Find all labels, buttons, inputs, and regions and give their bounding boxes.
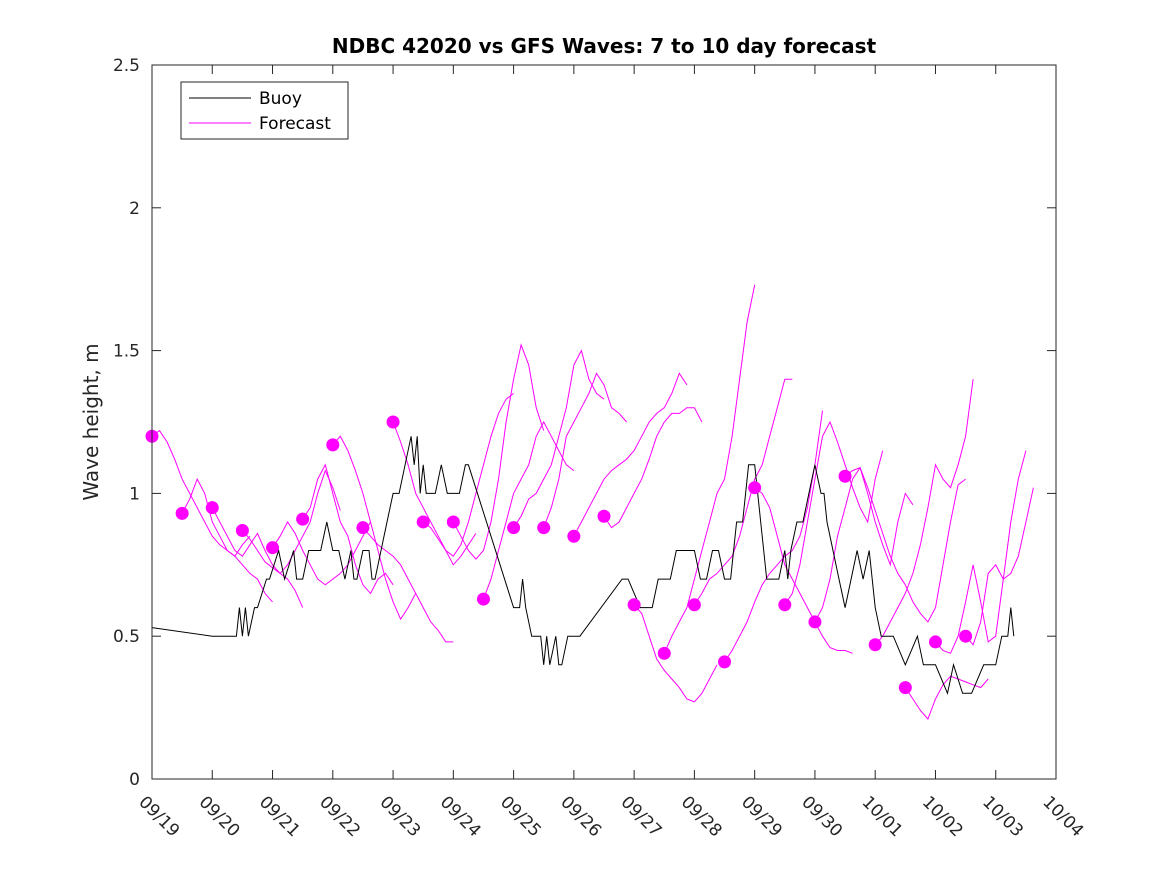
plot-frame [151,64,1057,780]
forecast-marker [266,541,280,555]
forecast-marker [235,524,249,538]
forecast-marker [928,635,942,649]
forecast-marker [808,615,822,629]
legend-forecast-label: Forecast [259,114,331,134]
forecast-line-10 [452,343,545,560]
forecast-marker [959,629,973,643]
forecast-line-12 [513,349,605,528]
forecast-line-9 [422,393,514,557]
forecast-marker [416,515,430,529]
forecast-line-27 [965,487,1034,646]
forecast-line-13 [543,372,627,528]
forecast-line-21 [784,420,884,606]
y-tick-label: 0.5 [113,627,140,647]
forecast-marker [476,592,490,606]
legend: Buoy Forecast [180,81,349,140]
forecast-marker [868,638,882,652]
forecast-line-4 [272,521,371,586]
forecast-marker [898,681,912,695]
forecast-line-16 [633,604,718,703]
forecast-marker [748,481,762,495]
forecast-marker [597,509,611,523]
forecast-marker [386,415,400,429]
forecast-line-17 [663,284,756,654]
forecast-line-15 [603,407,703,529]
forecast-line-18 [693,378,793,606]
y-axis-ticks: 0 0.5 1 1.5 2 2.5 [113,56,1056,790]
forecast-marker [778,598,792,612]
forecast-marker [838,469,852,483]
forecast-line-14 [573,372,688,537]
forecast-line-26 [935,450,1027,654]
forecast-line-11 [483,420,575,600]
forecast-line-6 [332,435,417,621]
forecast-line-22 [814,466,914,623]
y-tick-label: 2.5 [113,56,140,76]
forecast-marker [296,512,310,526]
forecast-marker [657,646,671,660]
forecast-marker [356,521,370,535]
forecast-line-24 [874,379,974,646]
y-tick-label: 2 [129,199,140,219]
forecast-line-20 [754,487,853,654]
forecast-line-2 [211,507,304,608]
y-tick-label: 1 [129,484,140,504]
forecast-line-7 [362,527,454,643]
buoy-line [152,436,1015,695]
forecast-marker [567,529,581,543]
forecast-line-19 [724,410,823,663]
forecast-line-23 [844,467,966,623]
y-axis-label: Wave height, m [79,343,103,500]
forecast-marker [446,515,460,529]
forecast-markers [145,415,973,695]
plot-series [152,284,1034,720]
forecast-line-25 [904,675,989,720]
y-tick-label: 0 [129,770,140,790]
y-tick-label: 1.5 [113,342,140,362]
forecast-marker [718,655,732,669]
legend-box [180,81,349,140]
forecast-line-5 [302,463,394,595]
forecast-marker [687,598,701,612]
legend-buoy-label: Buoy [259,89,302,109]
chart-title: NDBC 42020 vs GFS Waves: 7 to 10 day for… [332,34,877,58]
forecast-marker [175,506,189,520]
forecast-marker [326,438,340,452]
forecast-marker [205,501,219,515]
forecast-line-1 [181,477,273,603]
forecast-line-8 [392,421,477,566]
forecast-marker [507,521,521,535]
forecast-marker [627,598,641,612]
forecast-marker [537,521,551,535]
